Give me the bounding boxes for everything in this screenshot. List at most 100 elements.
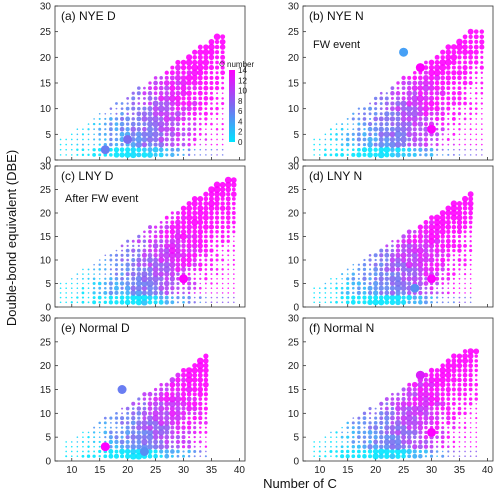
data-point: [416, 94, 424, 102]
data-point: [407, 152, 412, 157]
data-point: [221, 301, 224, 304]
data-point: [429, 91, 434, 96]
data-point: [458, 263, 461, 266]
data-point: [446, 415, 451, 421]
data-point: [130, 420, 136, 426]
data-point: [445, 243, 451, 249]
colorbar-tick: 12: [238, 76, 247, 85]
data-point: [59, 154, 62, 156]
data-point: [192, 386, 198, 393]
data-point: [423, 257, 429, 263]
data-point: [170, 296, 174, 300]
data-point: [400, 415, 407, 422]
data-point: [163, 280, 170, 287]
data-point: [345, 300, 350, 305]
data-point: [187, 444, 192, 449]
data-point: [181, 70, 186, 76]
data-point: [451, 101, 457, 106]
data-point: [153, 300, 158, 305]
y-tick-label: 30: [288, 162, 300, 173]
data-point: [209, 210, 214, 216]
data-point: [198, 132, 202, 136]
data-point: [103, 122, 107, 126]
data-point: [406, 401, 412, 407]
data-point: [481, 133, 483, 136]
data-point: [181, 406, 186, 411]
data-point: [203, 377, 209, 383]
data-point: [199, 282, 202, 285]
data-point: [187, 430, 192, 435]
data-point: [456, 70, 463, 76]
data-point: [451, 377, 457, 383]
data-point: [193, 272, 196, 276]
data-point: [368, 272, 372, 276]
data-point: [232, 263, 235, 266]
data-point: [390, 406, 395, 411]
data-point: [446, 291, 450, 295]
data-point: [462, 220, 468, 225]
data-point: [318, 445, 321, 448]
data-point: [335, 123, 338, 125]
data-point: [434, 74, 441, 81]
data-point: [379, 425, 383, 430]
data-point: [203, 243, 208, 248]
data-point: [203, 220, 209, 225]
data-point: [363, 127, 366, 131]
data-point: [379, 439, 384, 444]
data-point: [202, 59, 210, 66]
data-point: [93, 133, 95, 136]
data-point: [142, 397, 147, 401]
data-point: [394, 438, 402, 446]
data-point: [406, 234, 412, 239]
data-point: [351, 426, 355, 430]
data-point: [429, 286, 434, 291]
data-point: [164, 439, 170, 445]
data-point: [406, 238, 412, 244]
data-point: [76, 296, 79, 299]
data-point: [92, 287, 96, 290]
data-point: [214, 191, 220, 198]
data-point: [457, 75, 462, 81]
data-point: [457, 258, 462, 262]
data-point: [429, 253, 434, 258]
data-point: [452, 421, 456, 425]
data-point: [98, 117, 101, 120]
data-point: [82, 138, 84, 141]
data-point: [346, 153, 349, 157]
data-point: [226, 234, 230, 239]
data-point: [453, 138, 455, 141]
data-point: [356, 137, 361, 142]
data-point: [119, 131, 125, 137]
data-point: [351, 143, 355, 146]
y-tick-label: 30: [40, 2, 52, 13]
data-point: [468, 377, 473, 382]
data-point: [458, 426, 461, 429]
data-point: [440, 80, 446, 86]
data-point: [186, 205, 193, 212]
data-point: [147, 106, 153, 112]
data-point: [452, 287, 455, 290]
data-point: [181, 132, 186, 137]
data-point: [169, 131, 176, 138]
data-point: [109, 277, 113, 281]
data-point: [65, 292, 67, 294]
data-point: [114, 272, 119, 276]
data-point: [324, 287, 327, 290]
y-tick-label: 20: [288, 361, 300, 372]
data-point: [458, 445, 461, 448]
data-point: [446, 397, 451, 401]
data-point: [390, 106, 395, 112]
data-point: [182, 450, 185, 453]
data-point: [441, 301, 444, 304]
data-point: [98, 436, 101, 438]
data-point: [169, 247, 176, 254]
data-point: [352, 286, 355, 290]
data-point: [70, 287, 73, 290]
data-point: [395, 252, 401, 258]
data-point: [458, 296, 461, 299]
data-point: [451, 401, 456, 406]
data-point: [435, 122, 439, 126]
data-point: [114, 117, 119, 121]
data-point: [450, 214, 457, 221]
y-tick-label: 5: [293, 433, 299, 444]
